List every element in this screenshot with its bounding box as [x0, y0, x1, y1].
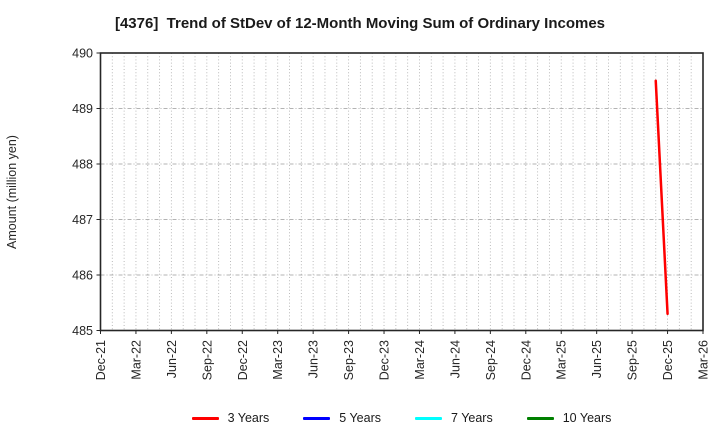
- chart-layer: 485 486 487 488 489 490 Dec-21 Mar-22 Jun-22 Sep-…: [72, 46, 710, 380]
- legend-label: 5 Years: [339, 411, 382, 425]
- x-tick-label: Jun-22: [165, 340, 179, 378]
- legend-line-swatch: [526, 416, 554, 420]
- x-tick-label: Dec-23: [378, 340, 392, 380]
- legend-item-7-years: 7 Years: [415, 411, 493, 425]
- legend-line-swatch: [191, 416, 219, 420]
- x-tick-label: Dec-21: [94, 340, 108, 380]
- x-tick-label: Mar-25: [555, 340, 569, 380]
- y-tick-label: 487: [72, 213, 93, 227]
- series-line-3-years: [654, 79, 669, 316]
- legend-label: 7 Years: [451, 411, 493, 425]
- x-tick-label: Mar-22: [129, 340, 143, 380]
- legend-line-swatch: [303, 416, 331, 420]
- legend-label: 3 Years: [227, 411, 270, 425]
- y-tick-label: 485: [72, 324, 93, 338]
- x-tick-label: Sep-23: [342, 340, 356, 380]
- x-tick-label: Jun-25: [590, 340, 604, 378]
- y-tick-label: 490: [72, 46, 93, 60]
- legend-line-swatch: [415, 416, 443, 420]
- x-tick-label: Mar-26: [697, 340, 711, 380]
- x-tick-label: Dec-22: [236, 340, 250, 380]
- legend-item-10-years: 10 Years: [526, 411, 612, 425]
- x-tick-label: Dec-25: [661, 340, 675, 380]
- x-tick-label: Mar-23: [271, 340, 285, 380]
- y-tick-label: 486: [72, 268, 93, 282]
- x-tick-label: Dec-24: [519, 340, 533, 380]
- plot-border: [99, 52, 704, 332]
- x-tick-label: Jun-24: [448, 340, 462, 378]
- x-tick-label: Jun-23: [307, 340, 321, 378]
- legend: 3 Years 5 Years 7 Years 10 Years: [100, 406, 703, 430]
- x-tick-label: Sep-24: [484, 340, 498, 380]
- x-tick-label: Sep-25: [626, 340, 640, 380]
- y-tick-label: 489: [72, 102, 93, 116]
- legend-item-5-years: 5 Years: [303, 411, 381, 425]
- y-tick-label: 488: [72, 157, 93, 171]
- x-tick-label: Sep-22: [200, 340, 214, 380]
- chart-title: [4376] Trend of StDev of 12-Month Moving…: [114, 15, 606, 32]
- x-tick-label: Mar-24: [413, 340, 427, 380]
- y-axis-title: Amount (million yen): [5, 135, 19, 249]
- legend-item-3-years: 3 Years: [191, 411, 270, 425]
- legend-label: 10 Years: [562, 411, 612, 425]
